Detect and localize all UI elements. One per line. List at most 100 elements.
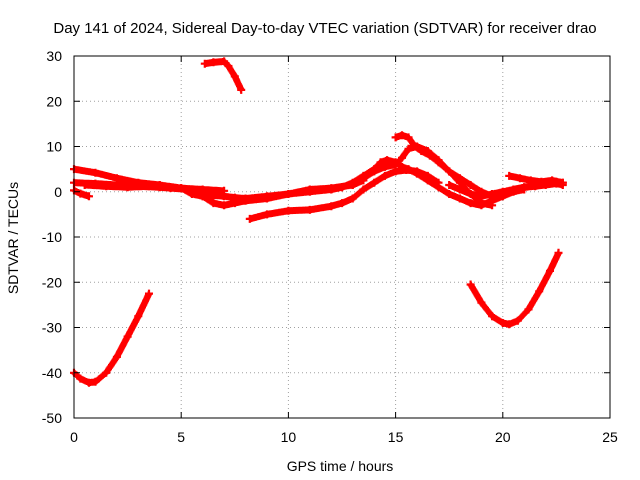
series-trace <box>392 131 567 200</box>
data-point <box>477 199 486 208</box>
data-point <box>263 210 271 219</box>
x-tick-label: 0 <box>70 429 78 445</box>
x-tick-label: 10 <box>281 429 297 445</box>
data-point <box>516 174 524 183</box>
data-point <box>383 156 391 165</box>
data-point <box>112 352 121 361</box>
data-point <box>466 199 475 208</box>
series-trace <box>505 172 567 187</box>
data-point <box>410 142 419 151</box>
axis-ticks: 0 5 10 15 20 25 -50 -40 -30 -20 -10 0 10 20 30 <box>42 48 618 445</box>
x-axis-label: GPS time / hours <box>287 458 394 474</box>
data-point <box>102 182 111 191</box>
data-point <box>145 289 153 298</box>
data-point <box>524 305 533 314</box>
y-tick-label: -30 <box>42 320 62 336</box>
data-point <box>370 178 379 187</box>
data-point <box>230 72 239 81</box>
data-point <box>209 58 218 67</box>
y-axis-label: SDTVAR / TECUs <box>5 182 21 294</box>
data-point <box>187 185 196 194</box>
data-point <box>498 187 507 196</box>
x-tick-label: 15 <box>388 429 404 445</box>
data-point <box>237 85 246 94</box>
data-point <box>359 174 368 183</box>
data-point <box>348 181 357 189</box>
data-point <box>488 201 497 210</box>
data-point <box>445 167 454 176</box>
data-point <box>76 189 85 198</box>
series-arc11 <box>391 131 567 201</box>
data-point <box>198 192 207 201</box>
series-arc7 <box>80 176 368 210</box>
data-point <box>166 184 175 193</box>
y-tick-label: 0 <box>54 184 62 200</box>
data-point <box>198 185 207 194</box>
data-point <box>380 162 389 171</box>
data-point <box>220 57 229 66</box>
data-point <box>488 312 497 321</box>
data-point <box>417 147 426 155</box>
data-point <box>513 316 522 325</box>
data-point <box>548 176 557 185</box>
data-point <box>398 153 406 162</box>
data-point <box>537 177 546 186</box>
data-point <box>327 202 336 211</box>
data-point <box>445 181 454 189</box>
data-point <box>263 194 271 203</box>
y-tick-label: 20 <box>46 93 62 109</box>
data-point <box>76 374 85 383</box>
data-point <box>145 182 153 191</box>
data-layer <box>70 57 567 387</box>
data-point <box>455 185 464 194</box>
data-point <box>80 181 89 189</box>
x-tick-label: 20 <box>495 429 511 445</box>
data-point <box>359 185 368 194</box>
data-point <box>391 133 400 142</box>
data-point <box>477 298 486 307</box>
chart-title: Day 141 of 2024, Sidereal Day-to-day VTE… <box>53 20 596 37</box>
data-point <box>284 190 293 198</box>
data-point <box>338 183 346 192</box>
data-point <box>466 280 475 289</box>
data-point <box>123 332 132 341</box>
data-point <box>348 194 357 203</box>
data-point <box>220 186 229 195</box>
data-point <box>404 165 413 174</box>
data-point <box>477 192 486 201</box>
data-point <box>224 62 233 70</box>
series-arc1 <box>200 57 246 94</box>
data-point <box>425 151 434 160</box>
data-point <box>284 206 293 215</box>
series-arc13 <box>505 171 567 187</box>
data-point <box>554 248 563 257</box>
data-point <box>230 199 239 208</box>
data-point <box>112 174 121 183</box>
data-point <box>413 169 421 178</box>
series-arc3 <box>466 248 563 329</box>
data-point <box>370 167 379 176</box>
x-tick-label: 25 <box>602 429 618 445</box>
y-tick-label: 10 <box>46 139 62 155</box>
y-tick-label: -50 <box>42 410 62 426</box>
data-point <box>434 183 443 192</box>
data-point <box>535 287 544 296</box>
data-point <box>123 183 132 192</box>
data-point <box>338 199 346 208</box>
series-trace <box>70 290 153 387</box>
data-point <box>455 194 464 203</box>
data-point <box>85 192 93 201</box>
data-point <box>445 190 454 198</box>
y-tick-label: -20 <box>42 274 62 290</box>
series-arc2 <box>70 289 153 387</box>
data-point <box>391 167 400 176</box>
data-point <box>423 176 432 185</box>
data-point <box>380 171 389 180</box>
data-point <box>398 162 406 171</box>
data-point <box>505 320 514 329</box>
data-point <box>220 201 229 210</box>
data-point <box>398 131 406 140</box>
data-point <box>509 185 518 194</box>
data-point <box>520 183 529 192</box>
